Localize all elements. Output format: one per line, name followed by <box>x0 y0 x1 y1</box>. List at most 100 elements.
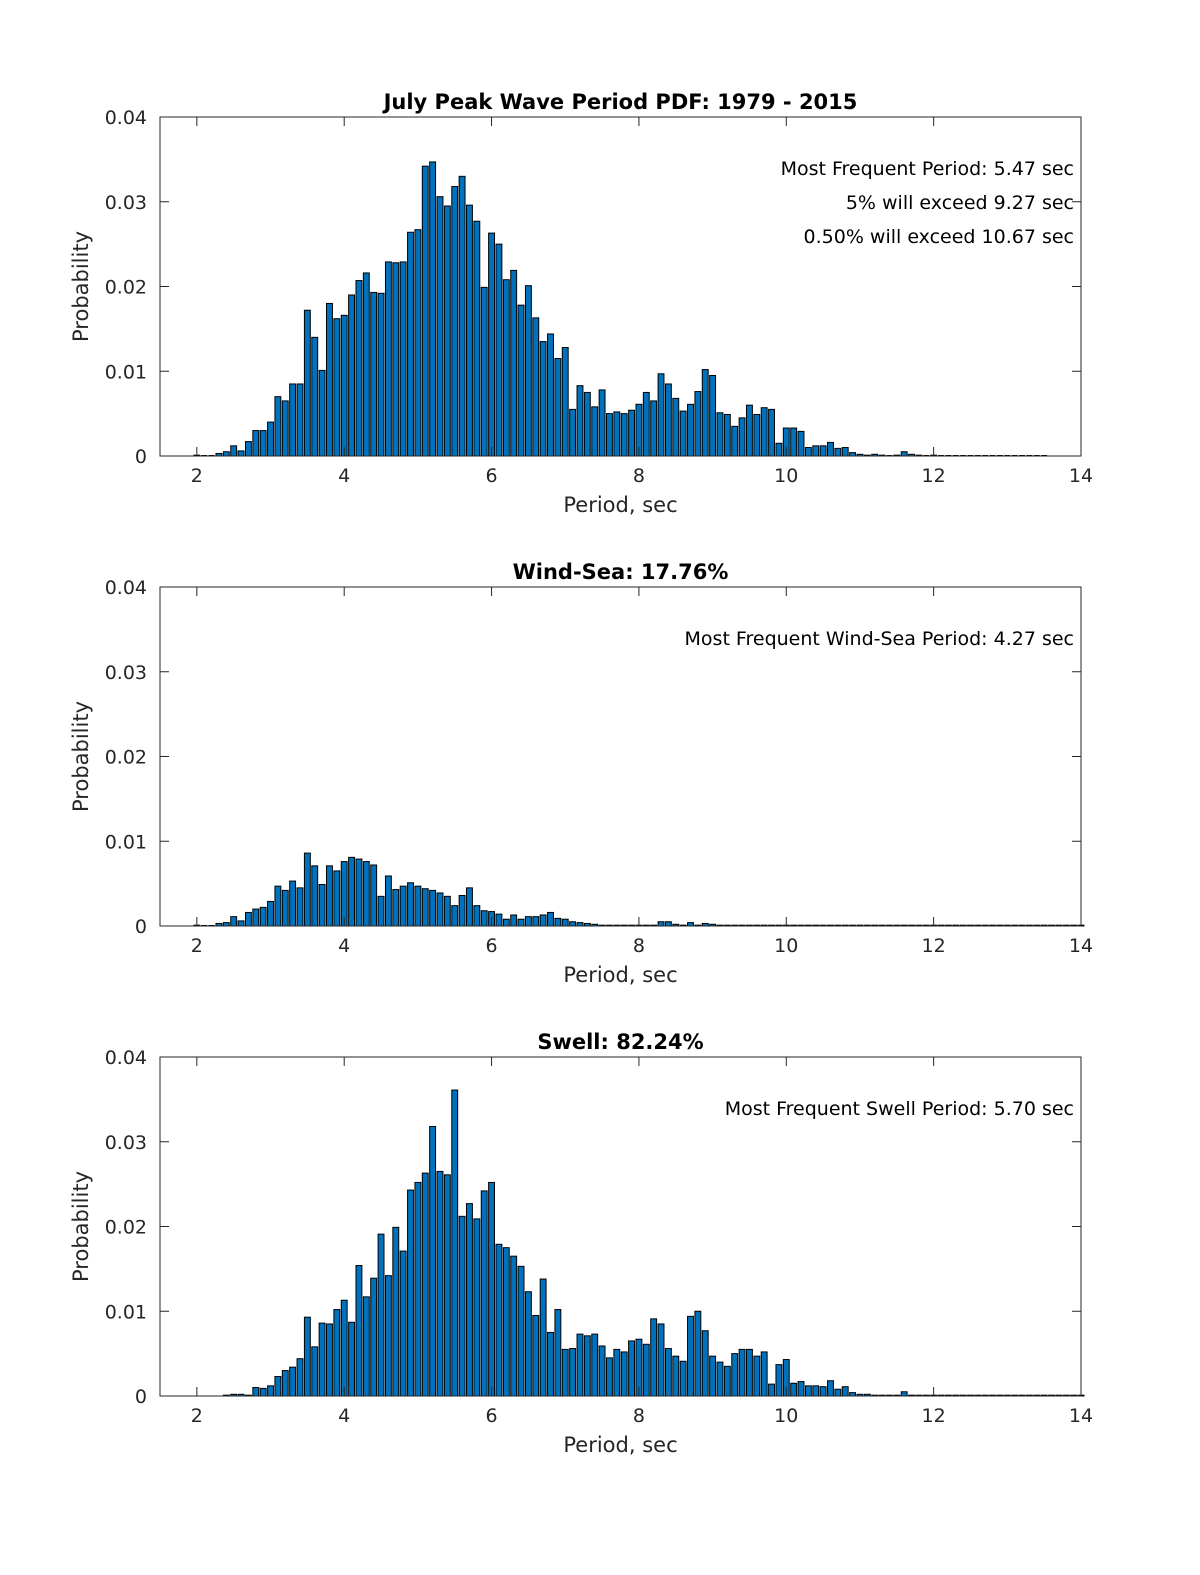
bar <box>731 425 739 457</box>
x-tick-label: 12 <box>922 465 946 487</box>
bar <box>436 892 444 927</box>
bar <box>274 396 282 457</box>
bar <box>650 400 658 457</box>
bar <box>488 1181 496 1397</box>
panel-wind-sea: 2 4 6 8 10 12 14 0 0.01 0.02 0.03 0.04 Wind-Sea: 17.… <box>69 560 1093 987</box>
bar <box>849 452 857 457</box>
bar <box>348 1321 356 1397</box>
bar <box>561 1348 569 1397</box>
bar <box>598 1345 606 1397</box>
bar <box>414 1181 422 1397</box>
bar <box>318 883 326 927</box>
bar <box>517 304 525 457</box>
y-tick-label: 0 <box>135 916 147 938</box>
y-tick-label: 0.02 <box>105 1217 147 1239</box>
bar <box>259 906 267 927</box>
bar <box>650 1318 658 1397</box>
bar <box>296 1358 304 1397</box>
bar <box>768 408 775 457</box>
bar <box>230 445 238 457</box>
panel-total: 2 4 6 8 10 12 14 0 0.01 0.02 0.03 0.04 July Peak Wav… <box>69 90 1093 517</box>
bar <box>377 1233 385 1397</box>
bar <box>392 262 400 457</box>
bar <box>768 1383 775 1397</box>
bar <box>812 1385 820 1397</box>
bar <box>355 280 363 457</box>
bar <box>583 391 591 457</box>
bar <box>267 1385 274 1397</box>
annotation: Most Frequent Period: 5.47 sec <box>781 158 1074 180</box>
bar <box>716 412 724 457</box>
y-tick-label: 0 <box>135 446 147 468</box>
bar <box>524 1291 532 1397</box>
y-axis-label: Probability <box>69 701 93 812</box>
bar <box>790 1382 798 1397</box>
bar <box>443 1174 451 1397</box>
bar <box>244 441 252 457</box>
bar <box>311 1346 319 1397</box>
bar <box>760 407 768 457</box>
y-tick-label: 0.04 <box>105 577 147 599</box>
bar <box>804 447 812 457</box>
bar <box>532 317 540 457</box>
x-tick-label: 4 <box>338 1405 350 1427</box>
bar <box>311 865 319 927</box>
bar <box>355 858 363 927</box>
y-tick-label: 0.03 <box>105 192 147 214</box>
bar <box>620 1351 628 1397</box>
x-axis-label: Period, sec <box>563 963 677 987</box>
bar <box>414 229 422 457</box>
x-axis-label: Period, sec <box>563 493 677 517</box>
bar <box>561 918 569 927</box>
bar <box>539 914 547 927</box>
bar <box>819 1386 827 1397</box>
bar <box>569 921 577 927</box>
bar <box>760 1351 768 1397</box>
bar <box>900 1391 908 1397</box>
y-tick-label: 0.02 <box>105 277 147 299</box>
bar <box>510 914 518 927</box>
bar <box>510 269 518 457</box>
bar <box>303 309 311 457</box>
x-tick-label: 4 <box>338 935 350 957</box>
x-tick-label: 8 <box>633 1405 645 1427</box>
bar <box>458 175 466 457</box>
bar <box>502 279 510 457</box>
bar <box>451 1089 459 1397</box>
bar <box>267 421 274 457</box>
bar <box>576 1333 584 1397</box>
bar <box>812 445 820 457</box>
bar <box>738 417 746 457</box>
bar <box>502 1247 510 1397</box>
x-tick-label: 10 <box>774 1405 798 1427</box>
bar <box>421 165 429 457</box>
bar <box>362 1296 370 1397</box>
bar <box>296 383 304 457</box>
bar <box>731 1353 739 1397</box>
bar <box>827 441 834 457</box>
bar <box>281 889 289 927</box>
y-tick-label: 0.03 <box>105 1132 147 1154</box>
x-tick-label: 12 <box>922 1405 946 1427</box>
bar <box>399 885 407 927</box>
bar <box>348 856 356 927</box>
bar <box>370 291 378 457</box>
bar <box>355 1264 363 1397</box>
x-tick-label: 2 <box>191 1405 203 1427</box>
bar <box>222 451 230 457</box>
y-tick-label: 0.04 <box>105 1047 147 1069</box>
bar <box>333 1309 341 1397</box>
bar <box>554 358 562 457</box>
bar <box>237 450 245 457</box>
x-tick-label: 14 <box>1069 1405 1093 1427</box>
bar <box>738 1348 746 1397</box>
bar <box>333 318 341 457</box>
bar <box>384 875 392 927</box>
bar <box>495 913 503 927</box>
bar <box>384 1275 392 1397</box>
bar <box>606 1357 613 1397</box>
bar <box>664 383 672 457</box>
bar <box>429 161 437 457</box>
bar <box>443 205 451 457</box>
